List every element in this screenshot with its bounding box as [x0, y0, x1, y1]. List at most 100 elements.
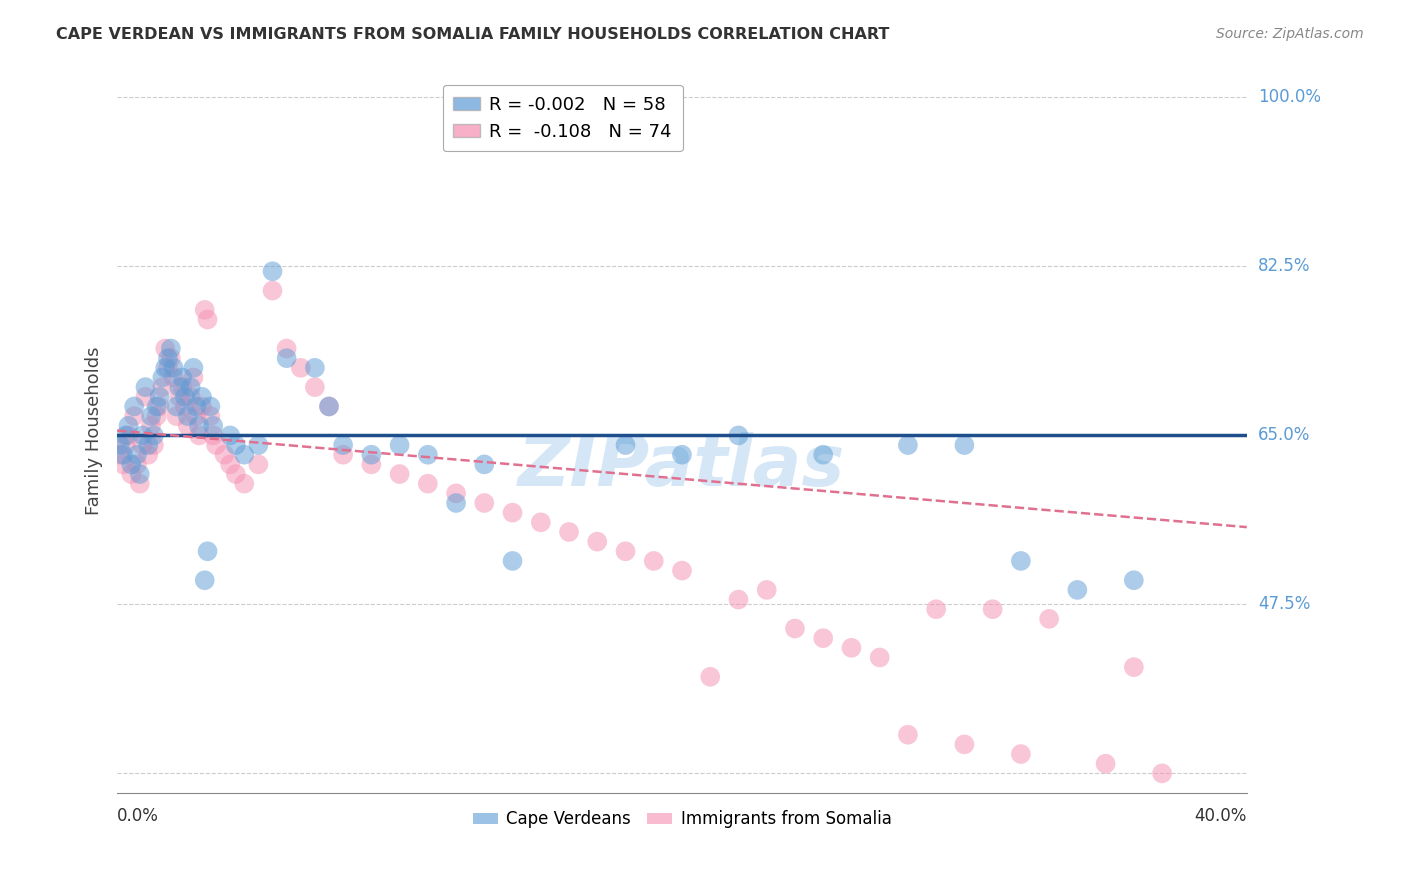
Point [214, 448, 236, 462]
Point [276, 351, 298, 366]
Point [166, 409, 188, 423]
Point [897, 728, 920, 742]
Point [180, 390, 202, 404]
Point [111, 448, 134, 462]
Point [122, 409, 145, 423]
Text: 82.5%: 82.5% [1258, 258, 1310, 276]
Point [202, 418, 225, 433]
Point [160, 351, 183, 366]
Point [153, 360, 176, 375]
Point [183, 360, 205, 375]
Point [318, 400, 340, 414]
Point [233, 448, 256, 462]
Point [981, 602, 1004, 616]
Point [148, 390, 170, 404]
Point [1094, 756, 1116, 771]
Point [202, 428, 225, 442]
Point [472, 458, 495, 472]
Point [142, 428, 165, 442]
Point [111, 458, 134, 472]
Point [125, 448, 148, 462]
Point [117, 428, 139, 442]
Point [163, 360, 186, 375]
Point [174, 400, 197, 414]
Point [925, 602, 948, 616]
Point [131, 438, 153, 452]
Point [783, 622, 806, 636]
Point [262, 264, 284, 278]
Point [197, 312, 219, 326]
Text: 47.5%: 47.5% [1258, 595, 1310, 614]
Point [194, 573, 217, 587]
Point [153, 342, 176, 356]
Point [841, 640, 863, 655]
Point [125, 458, 148, 472]
Point [136, 448, 159, 462]
Point [205, 438, 228, 452]
Point [1010, 554, 1032, 568]
Point [671, 448, 693, 462]
Point [172, 380, 194, 394]
Point [869, 650, 891, 665]
Point [1010, 747, 1032, 761]
Point [150, 370, 173, 384]
Point [953, 738, 976, 752]
Text: 65.0%: 65.0% [1258, 426, 1310, 444]
Point [180, 380, 202, 394]
Point [186, 409, 208, 423]
Point [142, 438, 165, 452]
Point [811, 448, 834, 462]
Text: CAPE VERDEAN VS IMMIGRANTS FROM SOMALIA FAMILY HOUSEHOLDS CORRELATION CHART: CAPE VERDEAN VS IMMIGRANTS FROM SOMALIA … [56, 27, 890, 42]
Point [1038, 612, 1060, 626]
Point [114, 438, 136, 452]
Point [186, 400, 208, 414]
Point [332, 448, 354, 462]
Point [172, 370, 194, 384]
Legend: Cape Verdeans, Immigrants from Somalia: Cape Verdeans, Immigrants from Somalia [465, 804, 898, 835]
Point [174, 390, 197, 404]
Point [233, 476, 256, 491]
Point [225, 438, 247, 452]
Point [558, 524, 581, 539]
Point [444, 496, 467, 510]
Point [163, 370, 186, 384]
Point [108, 438, 131, 452]
Point [122, 400, 145, 414]
Point [586, 534, 609, 549]
Point [247, 438, 270, 452]
Point [262, 284, 284, 298]
Point [1122, 573, 1144, 587]
Point [200, 400, 222, 414]
Point [416, 476, 439, 491]
Point [160, 342, 183, 356]
Point [134, 380, 156, 394]
Point [318, 400, 340, 414]
Point [150, 380, 173, 394]
Point [290, 360, 312, 375]
Point [219, 458, 242, 472]
Point [304, 360, 326, 375]
Point [157, 360, 180, 375]
Point [1122, 660, 1144, 674]
Point [1066, 582, 1088, 597]
Point [191, 400, 214, 414]
Point [139, 418, 162, 433]
Point [225, 467, 247, 481]
Point [416, 448, 439, 462]
Point [388, 438, 411, 452]
Point [755, 582, 778, 597]
Y-axis label: Family Households: Family Households [86, 346, 103, 515]
Point [219, 428, 242, 442]
Point [114, 428, 136, 442]
Point [148, 400, 170, 414]
Point [139, 409, 162, 423]
Point [614, 438, 637, 452]
Point [188, 428, 211, 442]
Point [191, 390, 214, 404]
Point [120, 467, 142, 481]
Point [117, 418, 139, 433]
Point [304, 380, 326, 394]
Point [131, 428, 153, 442]
Point [247, 458, 270, 472]
Point [145, 400, 167, 414]
